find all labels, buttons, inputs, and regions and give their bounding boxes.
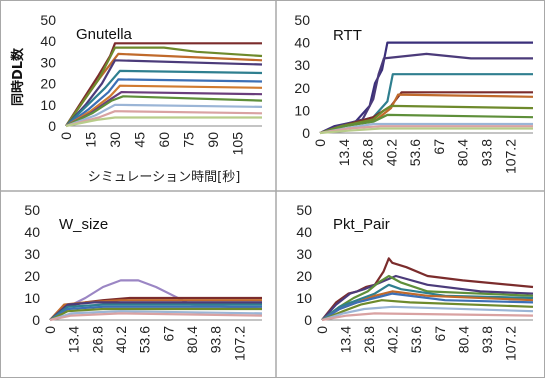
y-tick-label: 40 — [24, 224, 40, 240]
x-tick-label: 53.6 — [137, 326, 153, 353]
panel-title: Pkt_Pair — [333, 216, 390, 233]
y-tick-label: 10 — [40, 97, 56, 113]
y-tick-label: 50 — [40, 12, 56, 28]
y-tick-label: 10 — [296, 290, 312, 306]
y-tick-label: 20 — [40, 76, 56, 92]
y-tick-label: 0 — [302, 125, 310, 141]
y-tick-label: 20 — [296, 268, 312, 284]
x-tick-label: 0 — [58, 132, 74, 140]
x-tick-label: 107.2 — [502, 139, 518, 174]
x-tick-label: 30 — [107, 132, 123, 148]
series-line — [65, 46, 263, 127]
y-tick-label: 40 — [294, 35, 310, 51]
x-tick-label: 40.2 — [385, 326, 401, 353]
y-tick-label: 30 — [296, 246, 312, 262]
series-line — [321, 274, 534, 321]
x-tick-label: 67 — [160, 326, 176, 342]
x-axis-label: シミュレーション時間[秒] — [88, 170, 241, 185]
x-tick-label: 93.8 — [478, 139, 494, 166]
y-tick-label: 10 — [294, 102, 310, 118]
series-line — [319, 113, 534, 135]
x-tick-label: 93.8 — [208, 326, 224, 353]
panel-rtt: 0 10 20 30 40 50 0 13.4 26.8 40.2 53.6 67 80.4 93.8 10… — [294, 12, 534, 174]
series-line — [65, 78, 263, 127]
x-tick-label: 40.2 — [113, 326, 129, 353]
x-tick-label: 105 — [230, 132, 246, 156]
x-tick-label: 93.8 — [479, 326, 495, 353]
panel-gnutella: 0 10 20 30 40 50 0 15 30 45 60 75 90 105 Gnutella 同時DL数… — [10, 12, 263, 185]
y-axis-label: 同時DL数 — [10, 47, 26, 106]
y-tick-label: 30 — [24, 246, 40, 262]
series-line — [49, 307, 262, 321]
panel-pkt-pair: 0 10 20 30 40 50 0 13.4 26.8 40.2 53.6 67 80.4 93.8 10… — [296, 202, 534, 361]
x-tick-label: 107.2 — [231, 326, 247, 361]
x-tick-label: 67 — [431, 139, 447, 155]
x-tick-label: 0 — [314, 326, 330, 334]
x-tick-label: 13.4 — [66, 326, 82, 353]
y-tick-label: 0 — [304, 312, 312, 328]
y-tick-label: 10 — [24, 290, 40, 306]
series-line — [321, 305, 534, 322]
x-tick-label: 13.4 — [336, 139, 352, 166]
panel-w-size: 0 10 20 30 40 50 0 13.4 26.8 40.2 53.6 67 80.4 93.8 10… — [24, 202, 263, 361]
series-line — [321, 299, 534, 322]
series-line — [321, 283, 534, 321]
x-tick-label: 26.8 — [89, 326, 105, 353]
x-tick-label: 53.6 — [407, 139, 423, 166]
y-tick-label: 20 — [24, 268, 40, 284]
x-tick-label: 67 — [432, 326, 448, 342]
series-line — [65, 103, 263, 128]
y-tick-label: 50 — [296, 202, 312, 218]
series-line — [319, 127, 533, 135]
x-tick-label: 53.6 — [408, 326, 424, 353]
y-tick-label: 40 — [296, 224, 312, 240]
y-tick-label: 0 — [32, 312, 40, 328]
series-line — [65, 69, 263, 127]
x-tick-label: 80.4 — [455, 139, 471, 166]
x-tick-label: 13.4 — [338, 326, 354, 353]
series-line — [65, 95, 263, 127]
series-line — [65, 84, 263, 127]
x-tick-label: 45 — [132, 132, 148, 148]
x-tick-label: 0 — [312, 139, 328, 147]
y-tick-label: 50 — [294, 12, 310, 28]
series-line — [49, 312, 263, 322]
y-tick-label: 20 — [294, 80, 310, 96]
x-tick-label: 15 — [83, 132, 99, 148]
series-line — [321, 312, 534, 322]
panel-title: RTT — [333, 27, 362, 44]
x-tick-label: 26.8 — [360, 139, 376, 166]
x-tick-label: 80.4 — [184, 326, 200, 353]
series-line — [321, 292, 534, 321]
x-tick-label: 80.4 — [455, 326, 471, 353]
y-tick-label: 30 — [40, 54, 56, 70]
x-tick-label: 60 — [156, 132, 172, 148]
y-tick-label: 50 — [24, 202, 40, 218]
x-tick-label: 90 — [205, 132, 221, 148]
y-tick-label: 0 — [48, 118, 56, 134]
y-tick-label: 40 — [40, 33, 56, 49]
x-tick-label: 107.2 — [502, 326, 518, 361]
x-tick-label: 0 — [42, 326, 58, 334]
x-tick-label: 75 — [181, 132, 197, 148]
x-tick-label: 40.2 — [383, 139, 399, 166]
panel-title: Gnutella — [76, 26, 133, 43]
y-tick-label: 30 — [294, 57, 310, 73]
x-tick-label: 26.8 — [361, 326, 377, 353]
panel-title: W_size — [59, 216, 108, 233]
series-line — [65, 116, 262, 128]
